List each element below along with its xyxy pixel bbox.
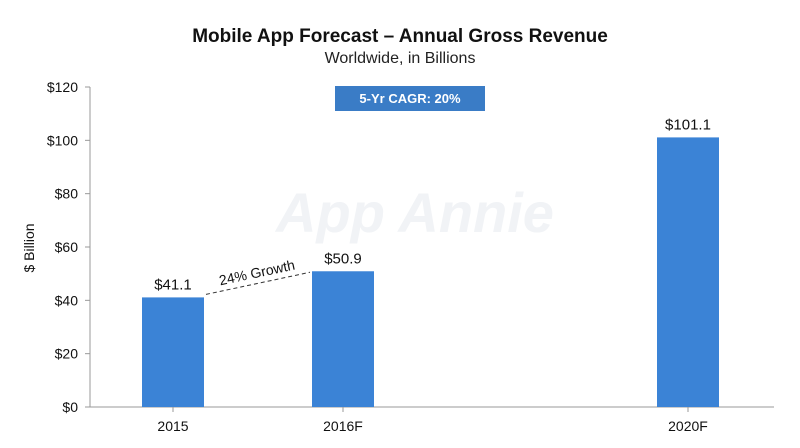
x-tick-label: 2015 bbox=[157, 418, 188, 434]
chart-title: Mobile App Forecast – Annual Gross Reven… bbox=[192, 26, 608, 47]
x-tick-label: 2016F bbox=[323, 418, 363, 434]
cagr-badge-text: 5-Yr CAGR: 20% bbox=[359, 91, 461, 106]
growth-dashed-line bbox=[205, 271, 311, 295]
bar-value-label: $41.1 bbox=[154, 276, 192, 293]
bar bbox=[142, 297, 204, 407]
y-tick-label: $40 bbox=[55, 292, 79, 308]
bars bbox=[142, 137, 719, 407]
watermark-text: App Annie bbox=[274, 181, 554, 244]
y-axis-label: $ Billion bbox=[21, 223, 37, 272]
y-tick-label: $100 bbox=[47, 132, 78, 148]
cagr-badge: 5-Yr CAGR: 20% bbox=[335, 86, 485, 111]
y-tick-label: $20 bbox=[55, 346, 79, 362]
bar-value-label: $101.1 bbox=[665, 116, 711, 133]
y-tick-label: $0 bbox=[62, 399, 78, 415]
x-axis-ticks: 2015 2016F 2020F bbox=[157, 407, 708, 434]
cagr-badge-background bbox=[335, 86, 485, 111]
bar bbox=[312, 271, 374, 407]
bar-value-label: $50.9 bbox=[324, 250, 362, 267]
bar bbox=[657, 137, 719, 407]
chart-subtitle: Worldwide, in Billions bbox=[324, 50, 476, 67]
growth-annotation: 24% Growth bbox=[205, 257, 311, 295]
y-tick-label: $120 bbox=[47, 79, 78, 95]
x-tick-label: 2020F bbox=[668, 418, 708, 434]
data-labels: $41.1 $50.9 $101.1 bbox=[154, 116, 711, 293]
y-tick-label: $60 bbox=[55, 239, 79, 255]
y-tick-label: $80 bbox=[55, 186, 79, 202]
y-axis-ticks: $0 $20 $40 $60 $80 $100 $120 bbox=[47, 79, 90, 415]
